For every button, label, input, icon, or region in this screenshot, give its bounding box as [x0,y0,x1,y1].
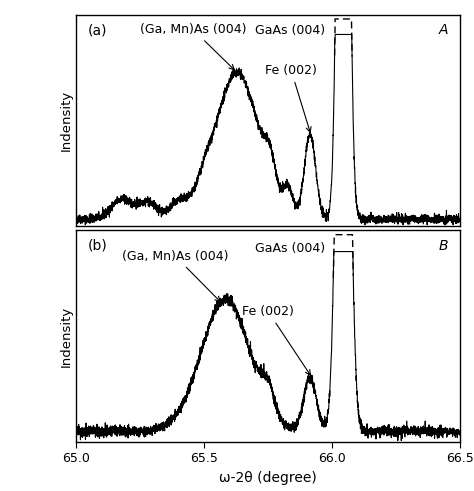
Text: Fe (002): Fe (002) [242,305,310,375]
Text: B: B [439,239,448,253]
Y-axis label: Indensity: Indensity [60,305,73,367]
Y-axis label: Indensity: Indensity [60,90,73,151]
Text: (a): (a) [87,23,107,37]
X-axis label: ω-2θ (degree): ω-2θ (degree) [219,471,317,485]
Text: GaAs (004): GaAs (004) [255,24,325,37]
Text: (b): (b) [87,239,107,253]
Text: (Ga, Mn)As (004): (Ga, Mn)As (004) [140,23,246,70]
Text: (Ga, Mn)As (004): (Ga, Mn)As (004) [122,249,228,301]
Text: GaAs (004): GaAs (004) [255,242,325,255]
Text: Fe (002): Fe (002) [265,64,317,132]
Text: A: A [439,23,448,37]
